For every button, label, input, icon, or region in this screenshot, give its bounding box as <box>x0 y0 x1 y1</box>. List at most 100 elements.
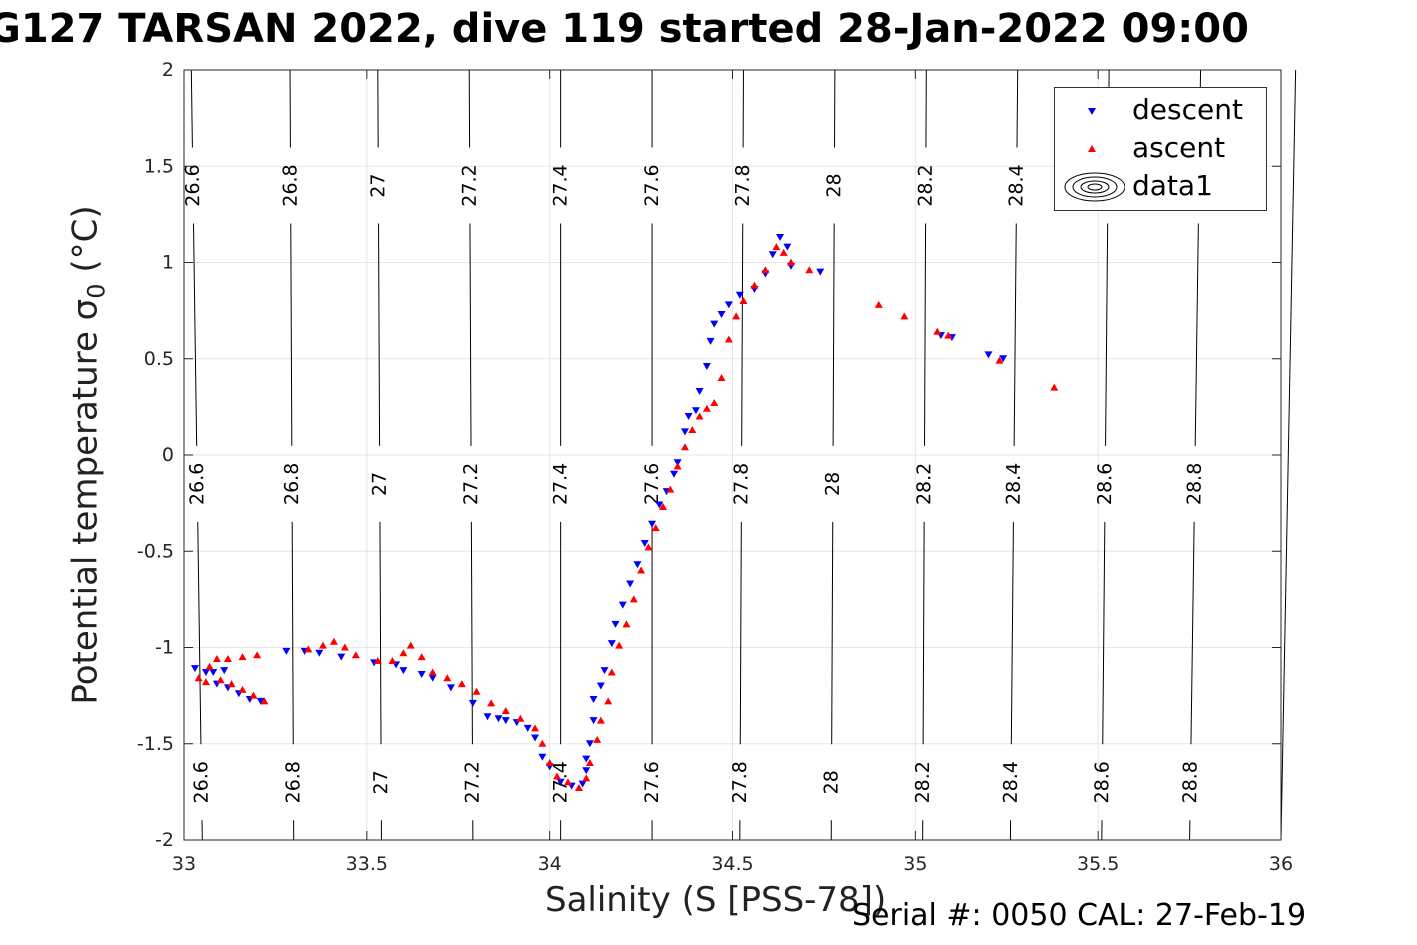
ascent-point <box>702 404 711 412</box>
ascent-point <box>304 645 313 653</box>
ascent-point <box>563 778 572 786</box>
contour-label: 28 <box>823 173 845 197</box>
descent-point <box>556 778 565 786</box>
y-tick-label: 0.5 <box>144 348 174 370</box>
legend-item-data1: data1 <box>1055 168 1266 204</box>
descent-point <box>582 767 591 775</box>
descent-point <box>523 724 532 732</box>
descent-point <box>220 667 229 675</box>
ascent-point <box>582 774 591 782</box>
ascent-point <box>607 668 616 676</box>
descent-point <box>702 362 711 370</box>
ascent-point <box>194 674 203 682</box>
ascent-point <box>717 374 726 381</box>
ascent-point <box>644 543 653 551</box>
ascent-point <box>428 668 437 676</box>
y-tick-label: -0.5 <box>137 540 174 562</box>
density-contour-line <box>378 223 381 446</box>
descent-point <box>768 251 777 259</box>
ascent-point <box>724 335 733 343</box>
descent-point <box>589 717 598 725</box>
ascent-point <box>739 297 748 304</box>
ascent-point <box>201 678 210 686</box>
contour-label: 26.8 <box>279 164 301 206</box>
density-contour-line <box>1190 521 1195 745</box>
ascent-point <box>874 300 883 308</box>
descent-point <box>607 640 616 648</box>
ascent-point <box>995 356 1004 364</box>
ascent-point <box>604 697 613 705</box>
ascent-point <box>761 266 770 274</box>
contour-label: 28.2 <box>912 761 934 803</box>
descent-point <box>596 682 605 690</box>
contour-label: 26.8 <box>282 761 304 803</box>
descent-point <box>538 753 547 761</box>
contour-label: 27.2 <box>459 164 481 206</box>
ascent-point <box>487 699 496 707</box>
descent-point <box>578 780 587 788</box>
density-contour-line <box>832 223 835 446</box>
ascent-point <box>216 676 225 684</box>
descent-point <box>648 520 657 528</box>
descent-point <box>589 695 598 703</box>
density-contour-line <box>1194 223 1199 446</box>
density-contour-line <box>469 223 472 446</box>
contour-label: 28.8 <box>1179 761 1202 804</box>
descent-point <box>446 684 455 692</box>
y-tick-label: -2 <box>155 829 174 851</box>
ascent-point <box>1050 383 1059 391</box>
data-markers <box>190 233 1059 792</box>
descent-point <box>999 355 1008 363</box>
density-contour-line <box>290 223 293 446</box>
density-contour-line <box>924 223 927 446</box>
contour-label: 28.6 <box>1091 761 1113 804</box>
ascent-point <box>779 248 788 256</box>
ascent-point <box>227 680 236 688</box>
descent-point <box>501 717 510 725</box>
ascent-point <box>552 772 561 780</box>
descent-point <box>494 715 503 723</box>
descent-point <box>483 713 492 721</box>
contour-label: 27 <box>369 472 391 496</box>
contour-label: 27 <box>370 770 392 794</box>
density-contour-line <box>470 521 473 745</box>
ascent-point <box>651 524 660 532</box>
descent-point <box>783 243 792 251</box>
ascent-point <box>710 399 719 407</box>
triangle-down-icon <box>1088 108 1096 115</box>
ascent-point <box>805 266 814 274</box>
contour-label: 27.2 <box>462 761 484 803</box>
density-contour-line <box>193 223 198 446</box>
ascent-point <box>329 637 338 645</box>
ascent-point <box>680 443 689 451</box>
contour-label: 28.2 <box>913 463 935 505</box>
descent-point <box>428 674 437 682</box>
chart-title: G127 TARSAN 2022, dive 119 started 28-Ja… <box>0 6 1249 52</box>
descent-point <box>816 268 825 276</box>
density-contour-line <box>831 521 834 745</box>
ascent-point <box>593 735 602 743</box>
descent-point <box>691 407 700 415</box>
descent-point <box>984 351 993 359</box>
contour-label: 27.8 <box>732 164 754 206</box>
ascent-point <box>688 425 697 433</box>
contour-label: 27.6 <box>641 463 663 505</box>
ascent-point <box>205 662 214 670</box>
legend-item-ascent: ascent <box>1055 130 1266 166</box>
ascent-point <box>373 656 382 664</box>
descent-point <box>669 470 678 478</box>
y-tick-label: -1.5 <box>137 733 174 755</box>
descent-point <box>190 665 199 673</box>
ascent-point <box>472 687 481 695</box>
density-contour-line <box>197 521 202 745</box>
density-contour-line <box>190 69 193 148</box>
descent-point <box>626 580 635 588</box>
y-tick-label: 1 <box>162 252 174 274</box>
descent-point <box>315 649 324 657</box>
density-contour-line <box>922 521 925 745</box>
ascent-point <box>457 680 466 688</box>
ascent-point <box>406 641 415 649</box>
ascent-point <box>399 649 408 657</box>
descent-point <box>399 667 408 675</box>
x-tick-label: 34 <box>538 853 562 875</box>
